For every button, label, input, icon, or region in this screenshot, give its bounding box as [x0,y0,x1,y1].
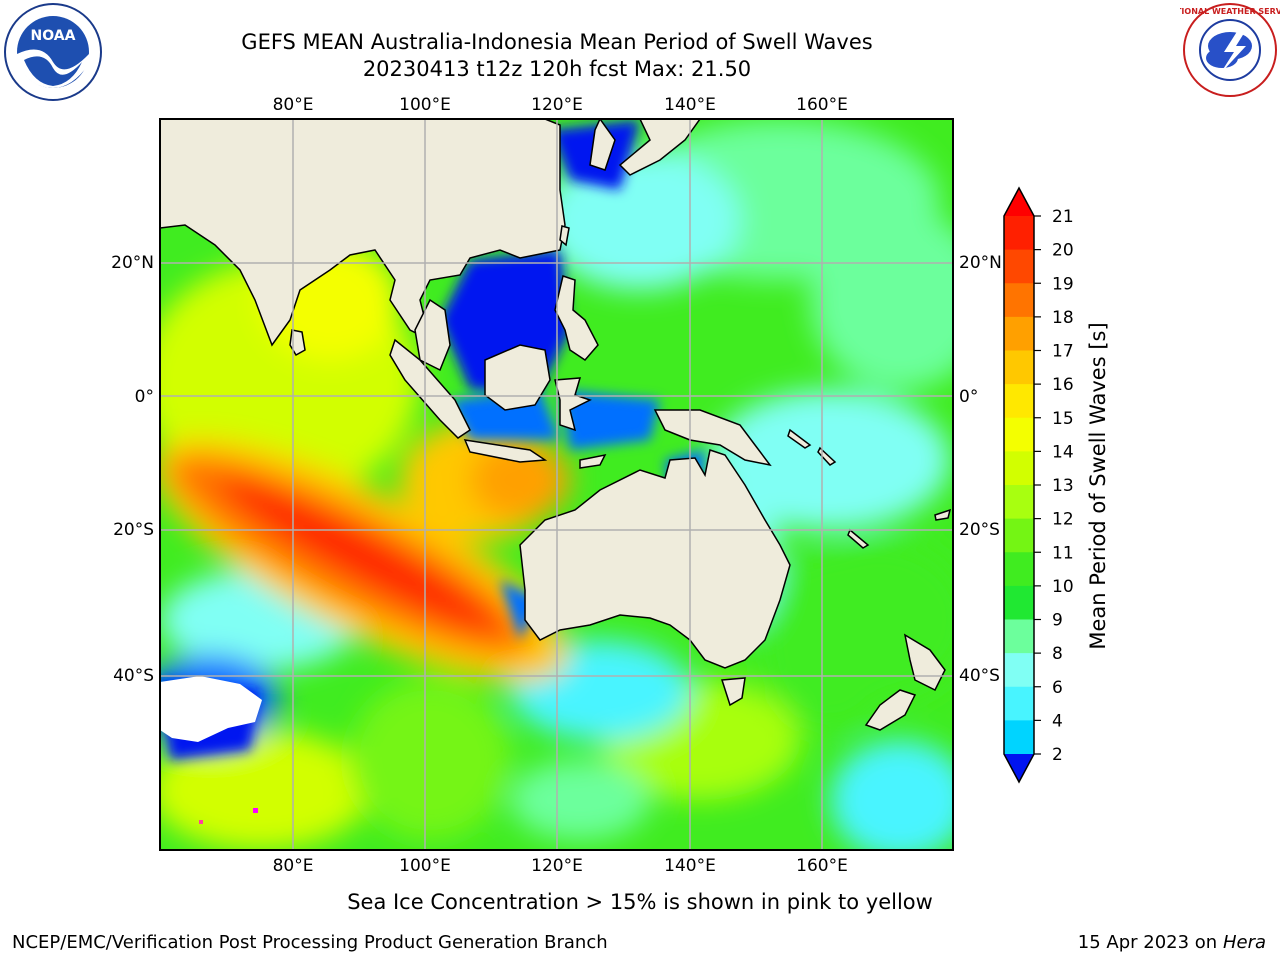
noaa-logo-text: NOAA [31,28,76,44]
lat-tick-right: 20°S [959,520,1000,540]
colorbar-tick-label: 21 [1052,207,1074,227]
colorbar-segment [1004,350,1034,385]
java [463,439,548,463]
colorbar-tick-label: 14 [1052,442,1074,462]
no-data-patch [160,676,262,742]
colorbar-tick-label: 9 [1052,611,1063,631]
sumatra [389,338,471,439]
lon-tick-top: 140°E [664,95,716,115]
lat-tick-right: 40°S [959,666,1000,686]
lon-tick-top: 100°E [399,95,451,115]
footer-machine: Hera [1222,932,1266,953]
colorbar-tick-label: 4 [1052,711,1063,731]
lon-tick-bottom: 100°E [399,856,451,876]
malay-peninsula [414,298,451,372]
sea-ice-pixel [199,820,203,824]
lon-tick-bottom: 140°E [664,856,716,876]
colorbar-tick-label: 16 [1052,375,1074,395]
lat-tick-right: 0° [959,387,978,407]
lat-tick-left: 0° [135,387,154,407]
graticule [160,119,953,850]
lon-tick-top: 160°E [796,95,848,115]
colorbar-tick-label: 17 [1052,342,1074,362]
colorbar-tick-label: 2 [1052,745,1063,765]
colorbar-segment [1004,283,1034,318]
lat-tick-right: 20°N [959,253,1002,273]
lon-tick-top: 80°E [273,95,314,115]
lat-tick-left: 40°S [113,666,154,686]
lat-tick-left: 20°S [113,520,154,540]
lon-tick-top: 120°E [531,95,583,115]
borneo [484,344,551,411]
footer-date: 15 Apr 2023 on Hera [1078,932,1266,953]
lon-tick-bottom: 80°E [273,856,314,876]
colorbar-tick-label: 20 [1052,241,1074,261]
colorbar-segment [1004,485,1034,520]
colorbar-segment [1004,384,1034,419]
australia [519,449,791,669]
colorbar-tick-label: 10 [1052,577,1074,597]
colorbar: 21 20 19 18 17 16 15 14 13 12 11 10 9 8 6 4 2 [1003,186,1074,784]
colorbar-segment [1004,451,1034,486]
lon-tick-bottom: 120°E [531,856,583,876]
lon-tick-bottom: 160°E [796,856,848,876]
colorbar-label: Mean Period of Swell Waves [s] [1086,322,1110,649]
footer-date-text: 15 Apr 2023 on [1077,932,1218,953]
new-zealand-south [864,689,917,731]
new-guinea [653,409,772,467]
map-frame [159,118,954,851]
colorbar-segment [1004,653,1034,688]
colorbar-over-arrow [1004,188,1034,216]
timor [579,453,607,469]
japan [618,119,701,176]
colorbar-segment [1004,619,1034,654]
colorbar-segment [1004,720,1034,755]
colorbar-under-arrow [1004,754,1034,782]
land [160,119,952,731]
chart-subtitle: 20230413 t12z 120h fcst Max: 21.50 [362,57,752,81]
chart-title: GEFS MEAN Australia-Indonesia Mean Perio… [241,30,873,54]
colorbar-tick-label: 13 [1052,476,1074,496]
colorbar-segment [1004,518,1034,553]
nws-logo: NATIONAL WEATHER SERVICE [1180,3,1280,97]
colorbar-tick-label: 15 [1052,409,1074,429]
colorbar-segment [1004,249,1034,284]
colorbar-tick-label: 12 [1052,510,1074,530]
colorbar-segment [1004,417,1034,452]
colorbar-tick-label: 18 [1052,308,1074,328]
colorbar-segment [1004,686,1034,721]
colorbar-tick-label: 8 [1052,644,1063,664]
colorbar-segment [1004,585,1034,620]
colorbar-tick-label: 6 [1052,678,1063,698]
korea [589,119,616,171]
nws-logo-text: NATIONAL WEATHER SERVICE [1180,7,1280,16]
colorbar-segment [1004,552,1034,587]
colorbar-tick-label: 19 [1052,274,1074,294]
philippines [554,275,599,361]
colorbar-segment [1004,316,1034,351]
taiwan [559,225,570,247]
tasmania [720,677,746,707]
sea-ice-note: Sea Ice Concentration > 15% is shown in … [347,890,933,914]
sulawesi [554,377,592,432]
lat-tick-left: 20°N [111,253,154,273]
colorbar-segment [1004,216,1034,251]
footer-credit: NCEP/EMC/Verification Post Processing Pr… [12,932,608,953]
colorbar-tick-label: 11 [1052,543,1074,563]
sea-ice-pixel [253,808,258,813]
noaa-logo: NOAA [4,3,102,101]
